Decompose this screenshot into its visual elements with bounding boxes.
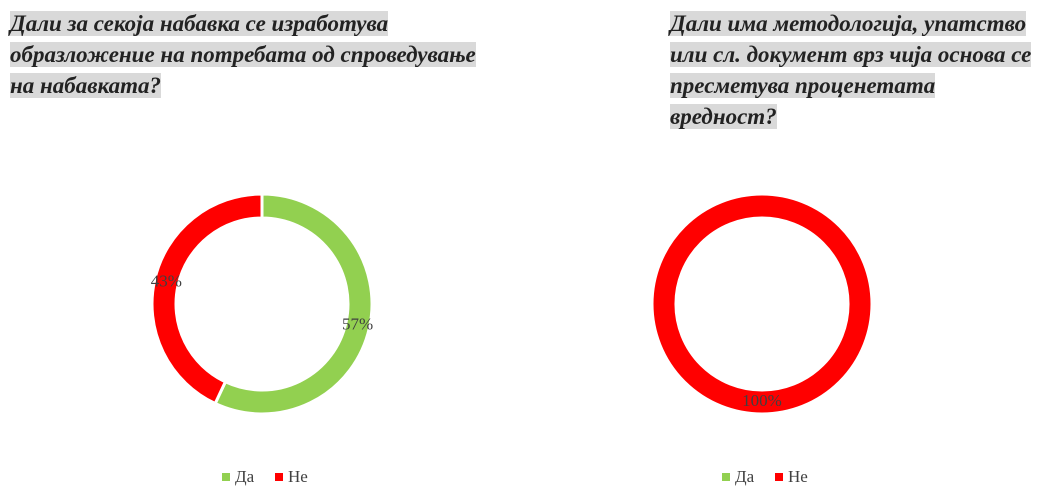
donut-segment [150,192,264,406]
chart-title: Дали има методологија, упатство или сл. … [670,8,1045,132]
legend-swatch [222,473,230,481]
legend-swatch [275,473,283,481]
legend-label: Не [288,467,308,486]
data-label: 43% [151,272,182,291]
legend-swatch [722,473,730,481]
donut-segment [650,192,874,416]
legend-swatch [775,473,783,481]
data-label: 57% [342,314,373,333]
data-label: 100% [742,391,782,410]
chart-title: Дали за секоја набавка се изработува обр… [10,8,480,101]
donut-segment [213,192,374,416]
legend-label: Да [735,467,755,486]
legend-label: Да [235,467,255,486]
legend-label: Не [788,467,808,486]
